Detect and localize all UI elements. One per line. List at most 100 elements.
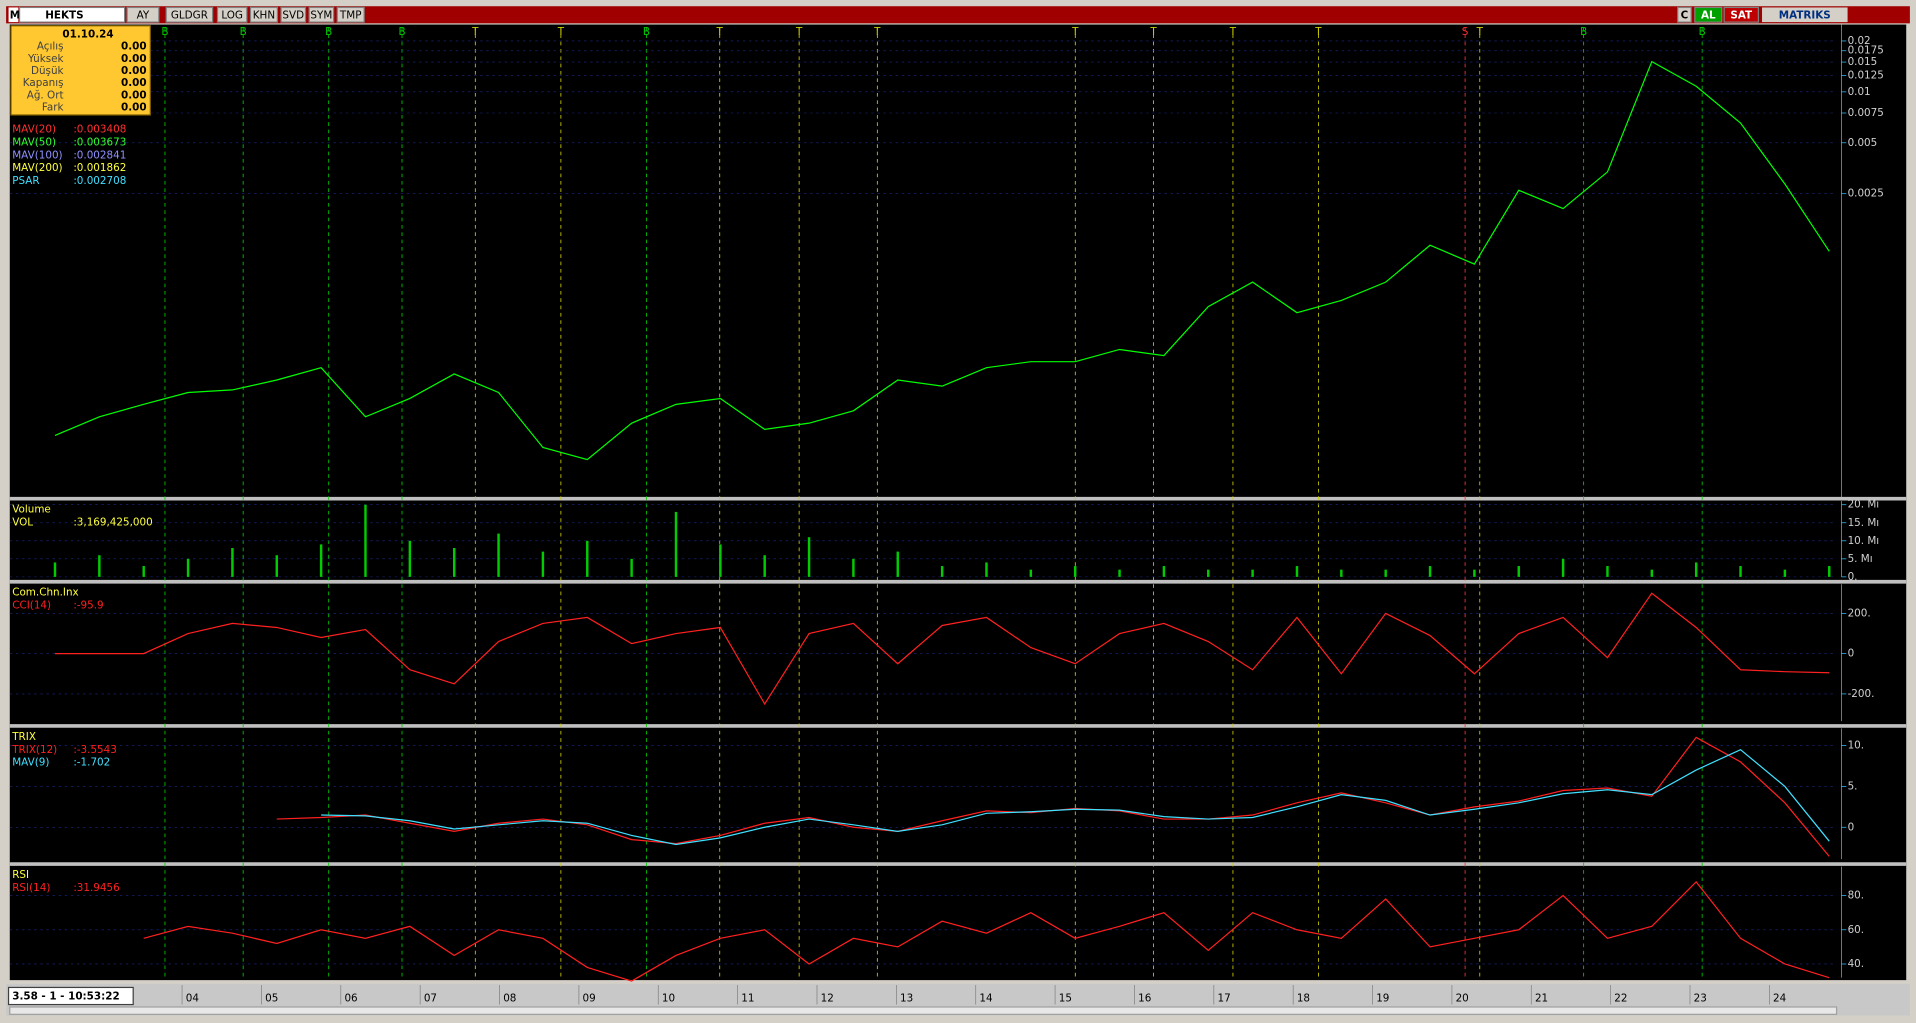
volume-bar [1517, 566, 1520, 577]
volume-bar [1606, 566, 1609, 577]
toolbar-button[interactable] [216, 6, 248, 23]
volume-bar [807, 537, 811, 577]
y-tick-label: 0.005 [1848, 137, 1878, 149]
info-box [10, 25, 151, 116]
legend-name: MAV(20) [12, 124, 56, 136]
data-line [54, 60, 1830, 461]
info-label: Açılış [37, 41, 64, 53]
toolbar-button[interactable] [126, 6, 160, 23]
toolbar-button[interactable] [1694, 6, 1723, 23]
volume-bar [763, 555, 766, 577]
info-label: Fark [42, 102, 64, 114]
status: 3.58 - 1 - 10:53:22 [12, 991, 120, 1003]
volume-bar [719, 544, 722, 577]
y-tick-label: 0.0125 [1848, 69, 1884, 81]
info-value: 0.00 [121, 77, 147, 89]
x-tick-label: 14 [979, 992, 993, 1004]
volume-bar [586, 540, 589, 577]
volume-bar [1251, 569, 1254, 577]
y-tick-label: 0 [1848, 821, 1855, 833]
volume-bar [142, 566, 145, 577]
y-tick-label: 10. Mı [1848, 535, 1880, 547]
legend-reading: :0.001862 [73, 162, 126, 174]
volume-bar [630, 558, 633, 577]
signal-label: T [1476, 26, 1484, 38]
symbol-box[interactable] [18, 6, 126, 23]
signal-label: B [240, 26, 247, 38]
volume-bar [1207, 569, 1210, 577]
y-tick-label: 5. [1848, 780, 1858, 792]
volume-bar [1340, 569, 1343, 577]
signal-label: B [398, 26, 405, 38]
toolbar-button[interactable] [280, 6, 307, 23]
legend-reading: :-1.702 [73, 757, 110, 769]
signal-label: T [557, 26, 565, 38]
legend-name: RSI(14) [12, 882, 50, 894]
volume-bar [1428, 566, 1432, 577]
volume-bar [1561, 558, 1565, 577]
legend-reading: :-95.9 [73, 600, 103, 612]
toolbar-button-label: AL [1701, 9, 1716, 21]
volume-bar [231, 548, 234, 577]
legend-reading: :31.9456 [73, 882, 119, 894]
volume-bar [1694, 562, 1698, 577]
signal-label: T [1229, 26, 1237, 38]
volume-bar [452, 548, 456, 577]
toolbar-button[interactable] [1677, 6, 1692, 23]
signal-label: T [471, 26, 479, 38]
y-tick-label: 0. [1848, 571, 1858, 583]
volume-bar [1073, 566, 1077, 577]
logo-box [8, 7, 19, 23]
signal-label: T [795, 26, 803, 38]
x-tick-label: 22 [1614, 992, 1627, 1004]
toolbar-button[interactable] [165, 6, 214, 23]
x-tick-label: 09 [583, 992, 596, 1004]
signal-label: B [1699, 26, 1706, 38]
toolbar-button-label: LOG [221, 9, 243, 21]
volume-bar [1295, 566, 1299, 577]
y-tick-label: 40. [1848, 958, 1865, 970]
volume-bar [1118, 569, 1121, 577]
y-tick-label: 80. [1848, 890, 1865, 902]
y-tick-label: 10. [1848, 740, 1865, 752]
volume-bar [940, 566, 944, 577]
signal-label: T [1071, 26, 1079, 38]
data-line [54, 592, 1830, 706]
legend-name: MAV(100) [12, 149, 62, 161]
toolbar-button[interactable] [1723, 6, 1759, 23]
volume-bar [364, 504, 367, 577]
x-tick-label: 15 [1059, 992, 1072, 1004]
toolbar-button[interactable] [308, 6, 335, 23]
x-tick-label: 21 [1535, 992, 1548, 1004]
toolbar-button[interactable] [249, 6, 278, 23]
volume-bar [1739, 566, 1742, 577]
y-tick-label: 15. Mı [1848, 517, 1880, 529]
legend-name: MAV(9) [12, 757, 49, 769]
x-tick-label: 08 [503, 992, 516, 1004]
toolbar-button-label: AY [137, 9, 150, 21]
info-value: 0.00 [121, 41, 147, 53]
volume-bar [1029, 569, 1033, 577]
signal-label: T [1149, 26, 1157, 38]
toolbar-button[interactable] [336, 6, 365, 23]
legend-name: MAV(50) [12, 136, 56, 148]
y-tick-label: 20. Mı [1848, 499, 1880, 511]
y-tick-label: 0.0025 [1848, 188, 1884, 200]
signal-label: S [1462, 26, 1469, 38]
legend-name: PSAR [12, 175, 39, 187]
scrollbar[interactable] [9, 1006, 1838, 1015]
volume-bar [1384, 569, 1387, 577]
volume-bar [186, 558, 190, 577]
volume-bar [319, 544, 323, 577]
y-tick-label: 0.015 [1848, 56, 1878, 68]
toolbar-button-label: KHN [253, 9, 275, 21]
panel-title: Volume [12, 504, 51, 516]
info-label: Kapanış [23, 77, 64, 89]
y-tick-label: 5. Mı [1848, 553, 1873, 565]
signal-label: B [325, 26, 332, 38]
volume-bar [1783, 569, 1787, 577]
toolbar-button-label: C [1681, 9, 1689, 21]
toolbar-button-label: SYM [310, 9, 332, 21]
volume-bar [1828, 566, 1831, 577]
